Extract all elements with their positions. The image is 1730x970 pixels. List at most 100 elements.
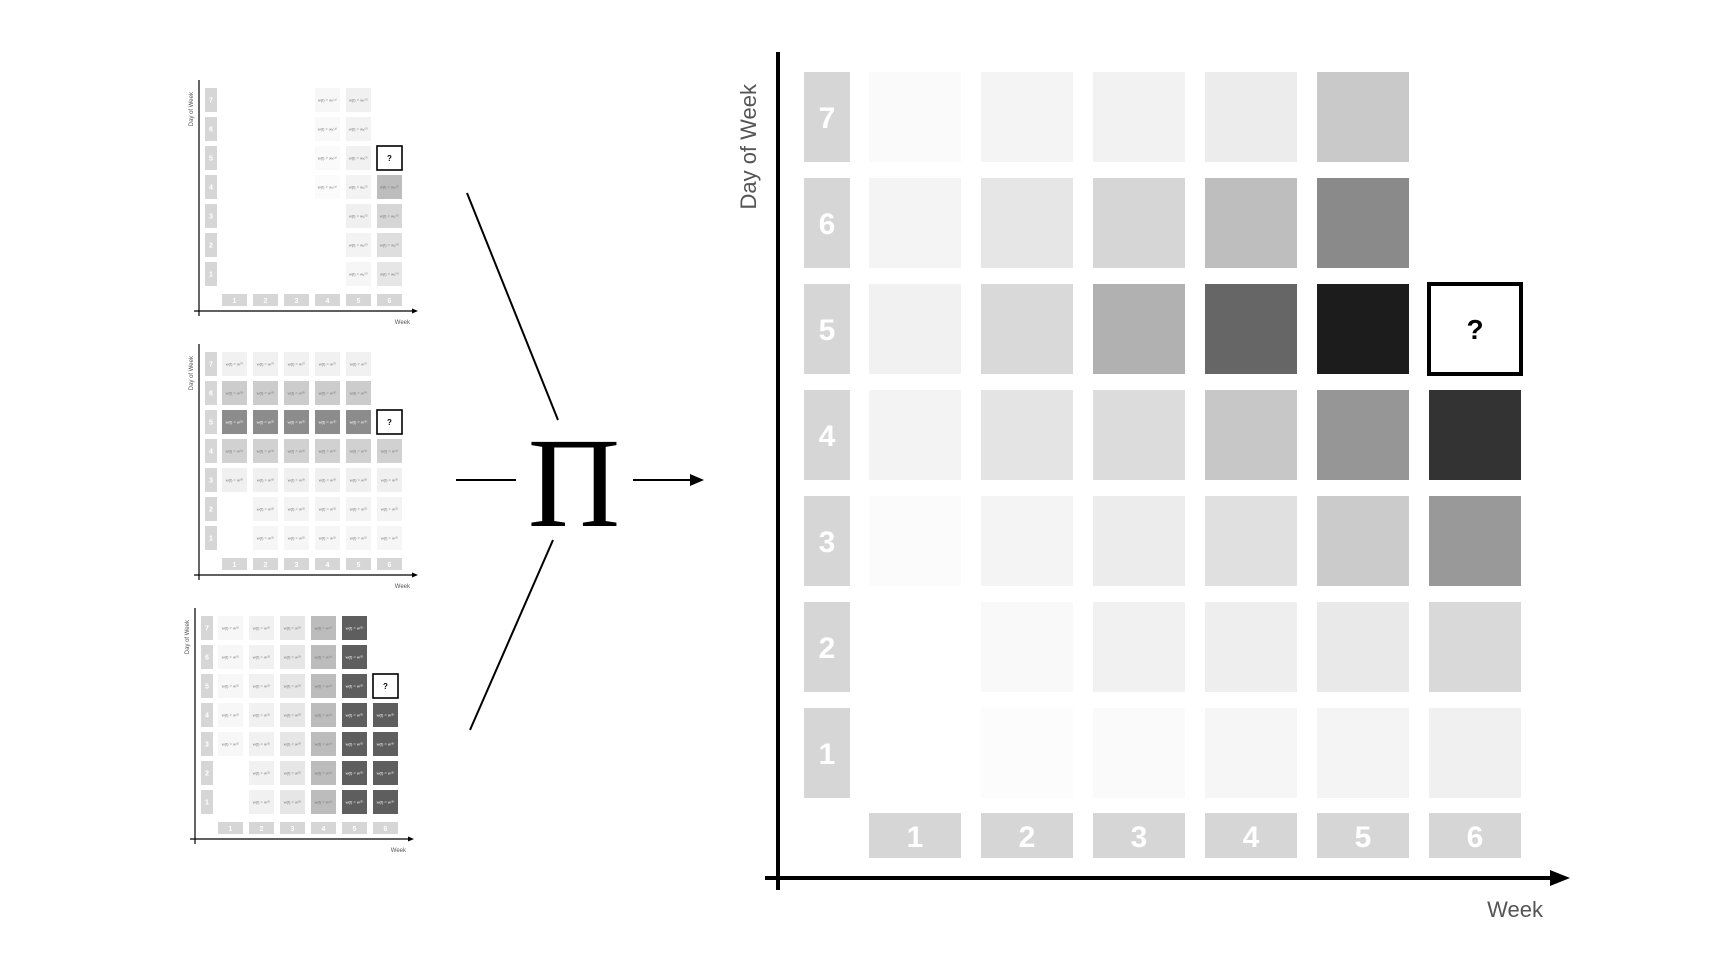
factor-row-label-box xyxy=(201,645,213,669)
factor-cell-label: w(t) = w⁽²⁾ xyxy=(350,507,367,512)
factor-cell xyxy=(280,732,305,756)
factor-column-label: 4 xyxy=(326,298,330,305)
column-label: 6 xyxy=(1467,821,1484,854)
factor-column-label: 6 xyxy=(388,298,392,305)
grid-cell xyxy=(1093,708,1185,798)
factor-cell xyxy=(346,352,371,376)
row-label: 5 xyxy=(819,314,836,347)
factor-cell-label: w(t) = w⁽⁴⁾ xyxy=(315,684,333,689)
grid-cell xyxy=(1429,390,1521,480)
factor-unknown-cell xyxy=(376,409,403,435)
factor-cell xyxy=(346,526,371,550)
factor-cell-label: w(t) = w⁽⁶⁾ xyxy=(226,391,244,396)
factor-column-label-box xyxy=(249,822,274,834)
factor-cell xyxy=(315,146,340,170)
grid-cell xyxy=(981,390,1073,480)
factor-column-label: 1 xyxy=(233,562,237,569)
factor-row-label: 1 xyxy=(209,272,213,279)
factor-cell xyxy=(346,204,371,228)
factor-cell xyxy=(280,761,305,785)
main-grid-chart: 7 6 5 ? 4 3 2 1 1 2 3 4 5 6 Week Day of Week xyxy=(736,52,1570,922)
factor-cell-label: w(t) = w⁽³⁾ xyxy=(381,478,398,483)
factor-cell-label: w(t) = w⁽⁵⁾ xyxy=(346,742,364,747)
factor-cell xyxy=(249,761,274,785)
factor-column-label-box xyxy=(315,558,340,570)
factor-column-label: 4 xyxy=(326,562,330,569)
factor-cell xyxy=(253,381,278,405)
factor-cell-label: w(t) = w⁽⁵⁾ xyxy=(346,655,364,660)
factor-cell xyxy=(346,381,371,405)
factor-cell xyxy=(311,674,336,698)
factor-unknown-label: ? xyxy=(387,418,392,427)
grid-cell xyxy=(1317,602,1409,692)
factor-cell xyxy=(377,526,402,550)
factor-cell-label: w(t) = w⁽³⁾ xyxy=(284,626,301,631)
factor-column-label: 2 xyxy=(264,562,268,569)
factor-cell-label: w(t) = w⁽²⁾ xyxy=(253,655,270,660)
factor-row-label-box xyxy=(205,88,217,112)
factor-cell xyxy=(311,645,336,669)
factor-row-label-box xyxy=(205,175,217,199)
factor-cell-label: w(t) = w⁽⁵⁾ xyxy=(350,420,368,425)
factor-cell-label: w(t) = w⁽²⁾ xyxy=(253,800,270,805)
grid-cell xyxy=(1429,708,1521,798)
grid-cell xyxy=(1205,284,1297,374)
factor-cell-label: w(t) = w₄⁽⁶⁾ xyxy=(380,185,399,190)
factor-cell xyxy=(346,233,371,257)
factor-cell xyxy=(373,761,398,785)
factor-cell xyxy=(218,674,243,698)
factor-cell-label: w(t) = w₃⁽⁵⁾ xyxy=(349,214,368,219)
factor-row-label-box xyxy=(205,381,217,405)
factor-cell xyxy=(346,117,371,141)
factor-cell xyxy=(342,761,367,785)
column-label-box xyxy=(1317,813,1409,858)
grid-cell xyxy=(869,390,961,480)
factor-cell xyxy=(218,616,243,640)
factor-cell-label: w(t) = w⁽²⁾ xyxy=(319,507,336,512)
factor-cell-label: w(t) = w⁽³⁾ xyxy=(284,684,301,689)
product-operator-symbol: Π xyxy=(528,412,620,554)
factor-row-label-box xyxy=(205,410,217,434)
factor-column-label-box xyxy=(342,822,367,834)
factor-cell xyxy=(373,703,398,727)
x-axis-arrowhead xyxy=(1550,870,1570,886)
factor-cell-label: w(t) = w⁽⁵⁾ xyxy=(257,420,275,425)
factor-row-label-box xyxy=(201,790,213,814)
factor-cell-label: w(t) = w⁽⁶⁾ xyxy=(377,800,395,805)
factor-column-label: 5 xyxy=(357,298,361,305)
factor-column-label-box xyxy=(346,558,371,570)
factor-cell xyxy=(284,410,309,434)
factor-row-label: 1 xyxy=(205,800,209,807)
factor-panels: 7 w(t) = w₇⁽⁴⁾ w(t) = w₇⁽⁵⁾ 6 w(t) = w₆⁽⁴⁾ w(… xyxy=(185,80,418,854)
factor-cell xyxy=(377,497,402,521)
factor-cell xyxy=(377,204,402,228)
factor-cell xyxy=(284,468,309,492)
factor-cell-label: w(t) = w⁽⁵⁾ xyxy=(346,713,364,718)
factor-column-label: 6 xyxy=(388,562,392,569)
factor-cell-label: w(t) = w⁽⁶⁾ xyxy=(288,391,306,396)
factor-cell-label: w(t) = w⁽⁴⁾ xyxy=(226,449,244,454)
grid-cell xyxy=(1205,72,1297,162)
factor-cell xyxy=(253,497,278,521)
factor-cell-label: w(t) = w⁽³⁾ xyxy=(284,771,301,776)
factor-row-label: 5 xyxy=(205,684,209,691)
factor-row-label-box xyxy=(205,262,217,286)
factor-cell xyxy=(315,497,340,521)
row-label: 4 xyxy=(819,420,836,453)
grid-cell xyxy=(869,496,961,586)
factor-cell xyxy=(315,410,340,434)
column-label: 1 xyxy=(907,821,924,854)
factor-cell-label: w(t) = w⁽⁵⁾ xyxy=(226,420,244,425)
factor-cell-label: w(t) = w⁽⁶⁾ xyxy=(377,742,395,747)
factor-cell xyxy=(284,439,309,463)
factor-column-label: 3 xyxy=(295,562,299,569)
unknown-cell xyxy=(1427,282,1523,376)
grid-cell xyxy=(1093,72,1185,162)
grid-cell xyxy=(981,72,1073,162)
factor-column-label-box xyxy=(346,294,371,306)
factor-x-arrowhead xyxy=(412,572,418,578)
factor-cell-label: w(t) = w⁽³⁾ xyxy=(319,478,336,483)
factor-cell-label: w(t) = w⁽²⁾ xyxy=(257,507,274,512)
row-label-box xyxy=(804,72,850,162)
